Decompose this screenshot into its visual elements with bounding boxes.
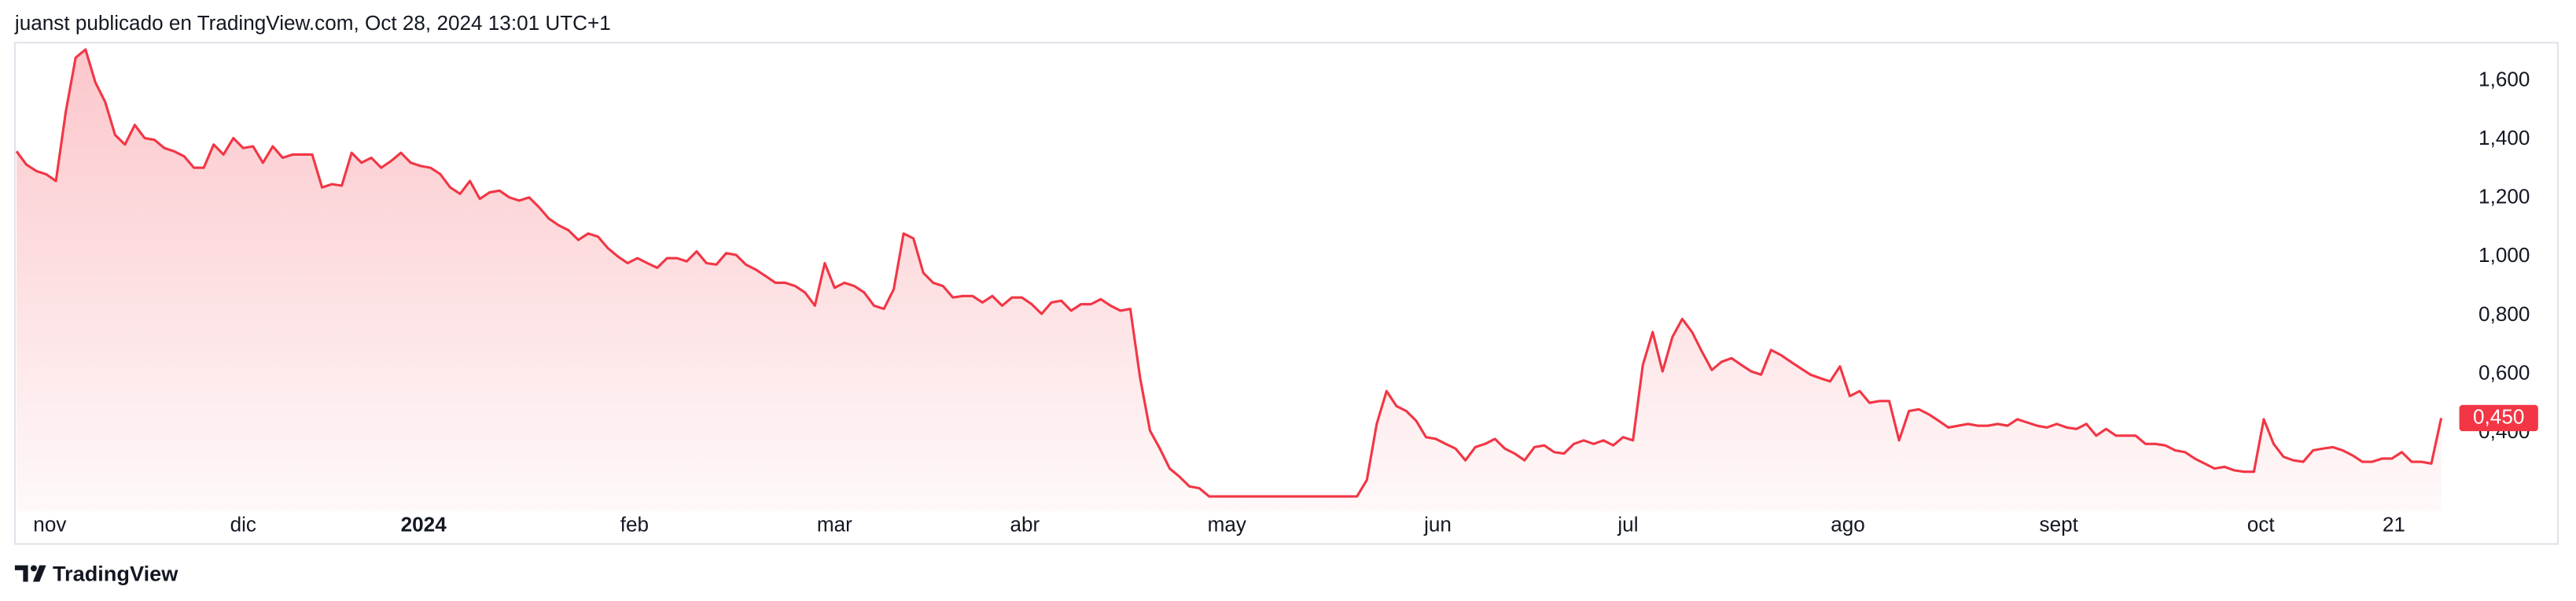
area-fill bbox=[17, 49, 2442, 511]
price-line bbox=[15, 48, 2443, 498]
x-tick-label: dic bbox=[230, 512, 256, 536]
x-tick-label: oct bbox=[2247, 512, 2276, 536]
x-tick-label: 2024 bbox=[401, 512, 447, 536]
y-tick-label: 1,200 bbox=[2478, 185, 2530, 208]
x-tick-label: abr bbox=[1010, 512, 1040, 536]
x-tick-label: ago bbox=[1831, 512, 1865, 536]
x-tick-label: mar bbox=[817, 512, 852, 536]
x-tick-label: feb bbox=[620, 512, 649, 536]
x-tick-label: jul bbox=[1617, 512, 1638, 536]
y-tick-label: 1,000 bbox=[2478, 243, 2530, 267]
x-tick-label: nov bbox=[33, 512, 66, 536]
x-tick-label: may bbox=[1208, 512, 1246, 536]
x-tick-label: jun bbox=[1423, 512, 1452, 536]
publish-header: juanst publicado en TradingView.com, Oct… bbox=[14, 11, 611, 35]
footer-brand: TradingView bbox=[53, 561, 178, 585]
y-tick-label: 1,600 bbox=[2478, 67, 2530, 90]
y-tick-label: 0,600 bbox=[2478, 360, 2530, 384]
tradingview-logo bbox=[14, 565, 46, 582]
chart-frame bbox=[13, 42, 2559, 545]
price-label-text: 0,450 bbox=[2473, 404, 2524, 428]
y-tick-label: 1,400 bbox=[2478, 126, 2530, 149]
price-label-box bbox=[2459, 404, 2538, 432]
y-tick-label: 0,800 bbox=[2478, 302, 2530, 326]
x-tick-label: 21 bbox=[2383, 512, 2405, 536]
x-tick-label: sept bbox=[2040, 512, 2079, 536]
